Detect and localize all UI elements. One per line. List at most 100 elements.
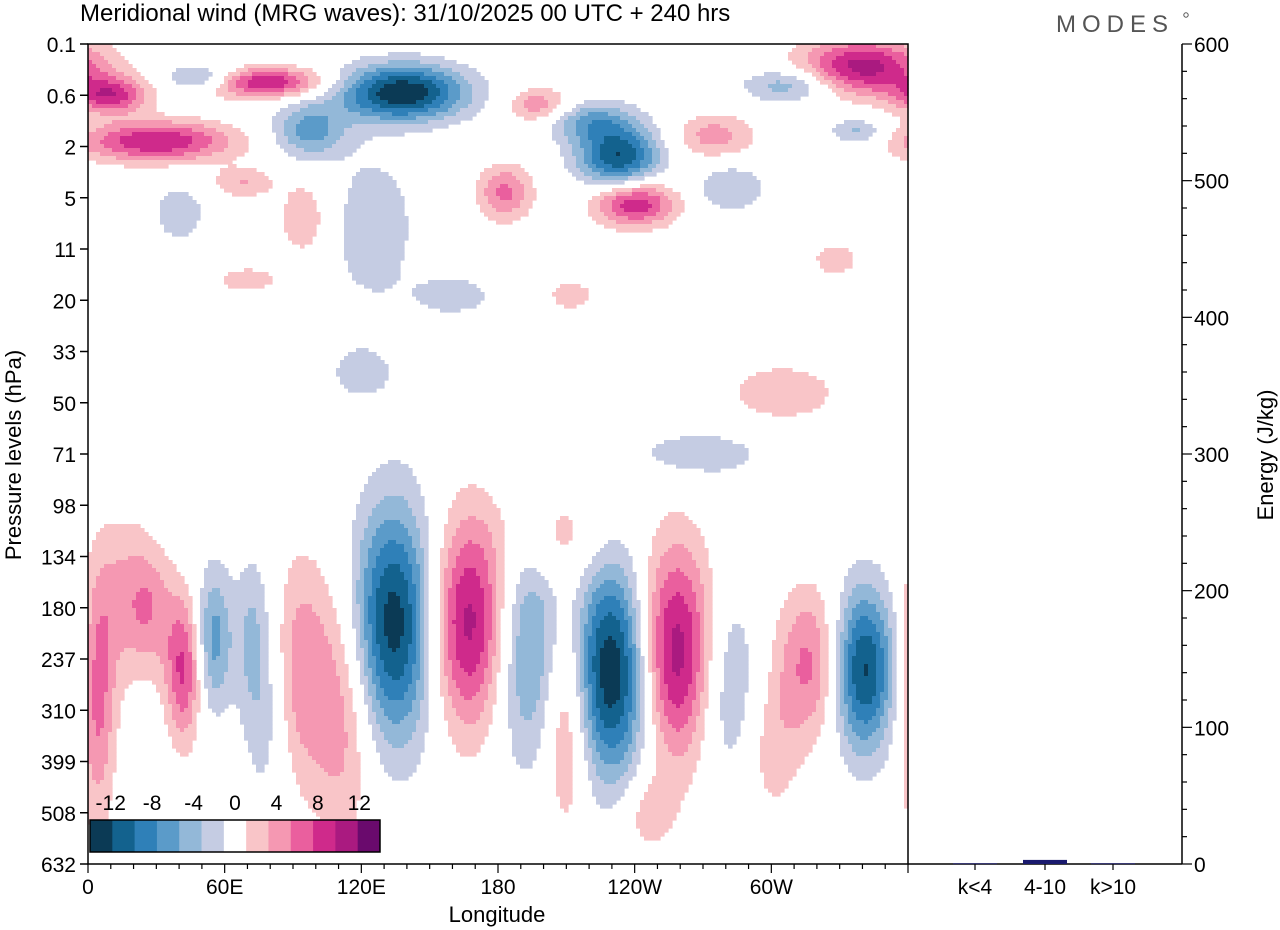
- contour-cell: [820, 696, 825, 701]
- contour-cell: [192, 656, 197, 661]
- contour-cell: [260, 640, 269, 645]
- contour-cell: [600, 752, 625, 757]
- contour-cell: [764, 724, 785, 729]
- contour-cell: [100, 88, 113, 93]
- contour-cell: [592, 600, 601, 605]
- contour-cell: [904, 684, 909, 689]
- colorbar-label: 8: [312, 792, 324, 815]
- contour-cell: [376, 628, 385, 633]
- contour-cell: [344, 384, 385, 389]
- contour-cell: [420, 604, 425, 609]
- contour-cell: [284, 696, 293, 701]
- contour-cell: [584, 740, 589, 745]
- contour-cell: [660, 524, 697, 529]
- contour-cell: [584, 172, 601, 177]
- contour-cell: [652, 624, 657, 629]
- contour-cell: [172, 120, 221, 125]
- contour-cell: [524, 196, 537, 201]
- contour-cell: [144, 556, 169, 561]
- contour-cell: [348, 744, 357, 749]
- contour-cell: [804, 68, 817, 73]
- contour-cell: [496, 220, 513, 225]
- contour-cell: [780, 616, 797, 621]
- contour-cell: [840, 652, 845, 657]
- contour-cell: [572, 636, 581, 641]
- contour-cell: [472, 632, 485, 637]
- contour-cell: [88, 552, 165, 557]
- contour-cell: [620, 672, 629, 677]
- contour-cell: [92, 600, 133, 605]
- contour-cell: [704, 588, 713, 593]
- contour-cell: [284, 676, 293, 681]
- contour-cell: [492, 676, 497, 681]
- contour-cell: [660, 556, 693, 561]
- contour-cell: [688, 688, 697, 693]
- contour-cell: [860, 700, 873, 705]
- contour-cell: [584, 736, 589, 741]
- contour-cell: [624, 700, 633, 705]
- contour-cell: [488, 528, 505, 533]
- contour-cell: [876, 588, 889, 593]
- contour-cell: [108, 748, 117, 753]
- contour-cell: [88, 720, 97, 725]
- contour-cell: [640, 720, 645, 725]
- contour-cell: [904, 692, 909, 697]
- contour-cell: [292, 764, 321, 769]
- contour-cell: [516, 676, 541, 681]
- contour-cell: [228, 624, 245, 629]
- contour-cell: [420, 700, 429, 705]
- contour-cell: [656, 728, 661, 733]
- contour-cell: [424, 672, 429, 677]
- contour-cell: [764, 716, 781, 721]
- contour-cell: [648, 784, 689, 789]
- contour-cell: [212, 648, 221, 653]
- contour-cell: [176, 748, 193, 753]
- contour-cell: [888, 676, 893, 681]
- contour-cell: [92, 680, 109, 685]
- contour-cell: [436, 112, 457, 117]
- contour-cell: [448, 732, 489, 737]
- contour-cell: [348, 188, 401, 193]
- contour-cell: [104, 772, 113, 777]
- contour-cell: [652, 668, 661, 673]
- contour-cell: [596, 640, 605, 645]
- contour-cell: [352, 576, 361, 581]
- contour-cell: [372, 652, 381, 657]
- contour-cell: [228, 84, 237, 89]
- contour-cell: [360, 500, 381, 505]
- contour-cell: [704, 608, 713, 613]
- contour-cell: [100, 568, 157, 573]
- contour-cell: [480, 656, 489, 661]
- contour-cell: [88, 696, 93, 701]
- contour-cell: [880, 636, 889, 641]
- contour-cell: [652, 220, 673, 225]
- contour-cell: [648, 556, 661, 561]
- contour-cell: [700, 636, 705, 641]
- contour-cell: [388, 600, 401, 605]
- contour-cell: [844, 52, 885, 57]
- contour-cell: [904, 764, 909, 769]
- contour-cell: [100, 616, 109, 621]
- contour-cell: [580, 140, 593, 145]
- contour-cell: [788, 640, 821, 645]
- contour-cell: [640, 700, 645, 705]
- contour-cell: [844, 732, 857, 737]
- contour-cell: [656, 636, 665, 641]
- contour-cell: [308, 104, 345, 109]
- contour-cell: [444, 620, 449, 625]
- contour-cell: [476, 200, 489, 205]
- contour-cell: [728, 644, 749, 649]
- contour-cell: [92, 668, 109, 673]
- contour-cell: [556, 776, 573, 781]
- contour-cell: [876, 692, 881, 697]
- contour-cell: [488, 196, 501, 201]
- contour-cell: [596, 632, 625, 637]
- contour-cell: [628, 744, 637, 749]
- contour-cell: [524, 568, 537, 573]
- contour-cell: [848, 596, 881, 601]
- contour-cell: [464, 696, 473, 701]
- contour-cell: [496, 652, 501, 657]
- contour-cell: [684, 600, 697, 605]
- contour-cell: [572, 620, 581, 625]
- contour-cell: [876, 728, 885, 733]
